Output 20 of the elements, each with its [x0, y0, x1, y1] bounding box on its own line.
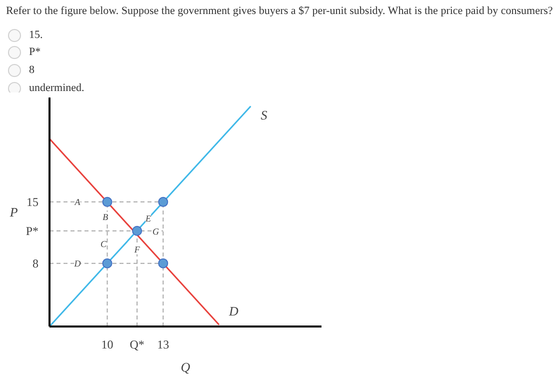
x-tick-label: 13 — [157, 338, 170, 352]
text: 15. — [28, 28, 44, 43]
chart-title: Refer to the figure below. Suppose the government gives buyers a $7 per-unit subsidy. What is the price paid by consumers? — [6, 4, 554, 19]
annotation: B — [102, 212, 109, 222]
x-axis-title: Q — [180, 360, 191, 374]
y-axis-title: P — [8, 204, 18, 220]
annotation: F — [133, 244, 140, 254]
y-tick-label: 8 — [32, 256, 38, 270]
text: undermined. — [28, 80, 86, 96]
x-tick-label: 10 — [101, 338, 114, 352]
annotation: C — [100, 239, 108, 250]
annotation: A — [74, 196, 81, 207]
y-tick-label: P* — [26, 224, 39, 238]
annotation: E — [144, 214, 152, 224]
annotation: D — [73, 258, 82, 268]
series-label: D — [228, 304, 240, 319]
series-label: S — [260, 107, 268, 122]
y-tick-label: 15 — [26, 194, 38, 209]
x-tick-label: Q* — [130, 338, 144, 352]
annotation: G — [152, 226, 160, 237]
